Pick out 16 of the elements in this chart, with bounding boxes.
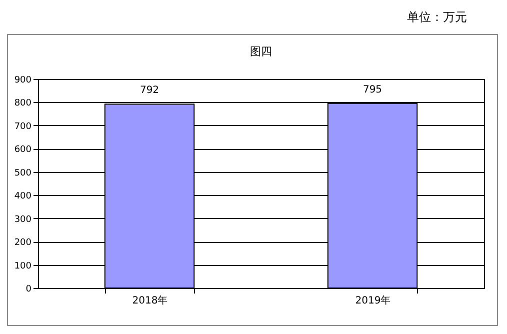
y-tick-label: 500 (14, 168, 32, 178)
y-tick-label: 800 (14, 98, 32, 109)
y-tick-label: 700 (14, 122, 32, 132)
data-label: 795 (362, 84, 382, 96)
y-tick-label: 400 (14, 192, 32, 202)
x-tick-label: 2019年 (355, 294, 391, 306)
y-tick-label: 600 (14, 145, 32, 156)
y-tick-label: 300 (14, 214, 32, 225)
data-label: 792 (140, 85, 160, 96)
x-tick-label: 2018年 (132, 294, 168, 306)
text: 单位：万元 (407, 9, 467, 26)
y-tick-label: 200 (14, 238, 32, 248)
chart-title: 图四 (250, 45, 272, 58)
y-tick-label: 0 (26, 284, 32, 294)
y-tick-label: 900 (14, 76, 32, 86)
y-tick-label: 100 (14, 261, 32, 272)
